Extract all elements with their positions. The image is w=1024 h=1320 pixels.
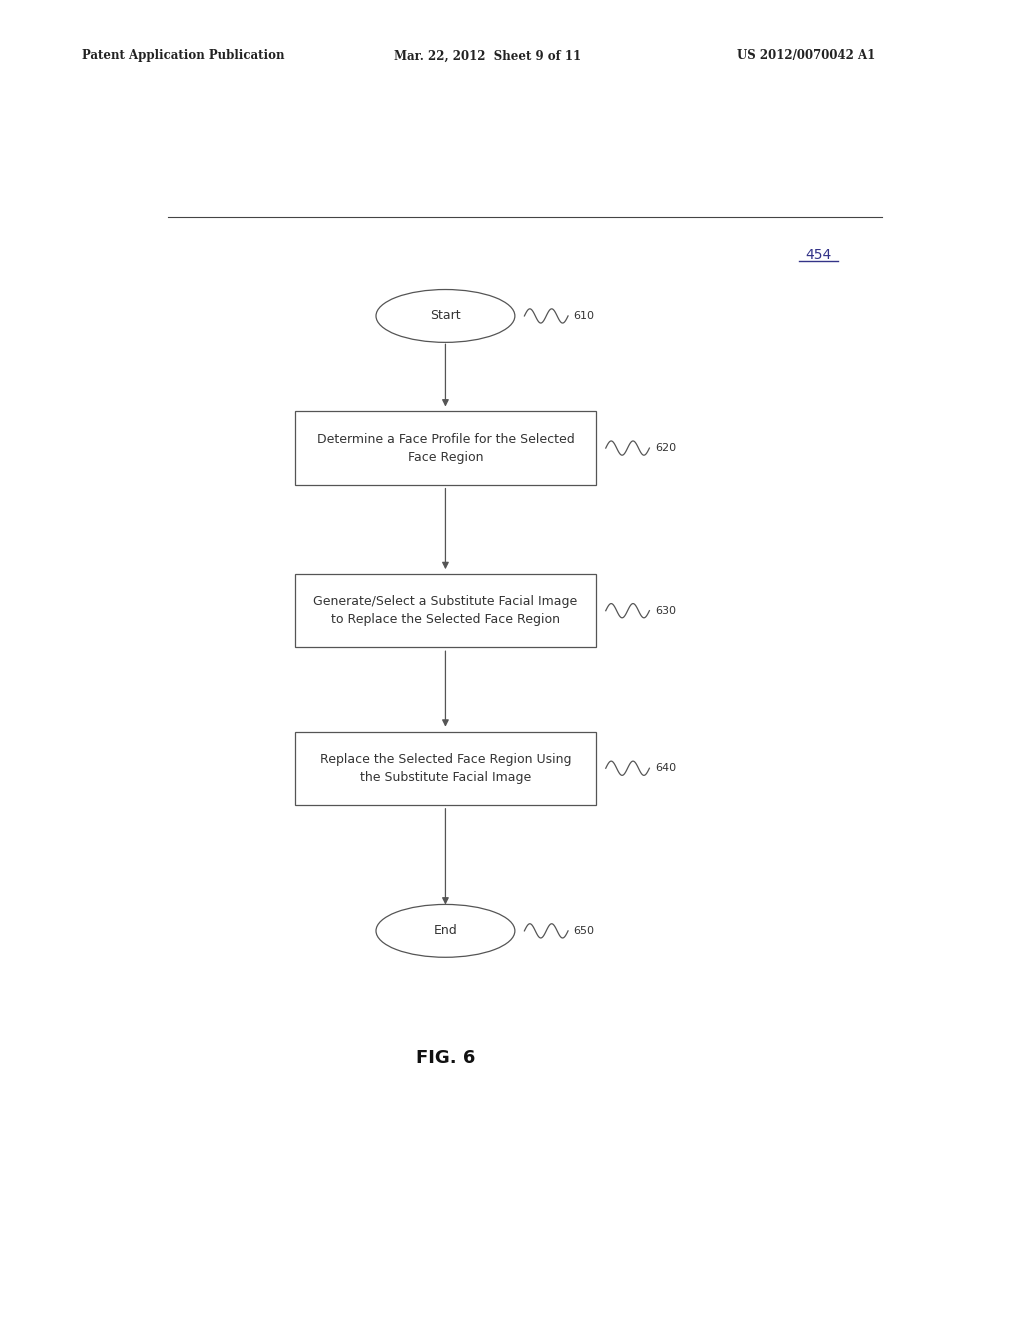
Text: 640: 640 <box>655 763 676 774</box>
Text: 610: 610 <box>573 312 595 321</box>
Text: End: End <box>433 924 458 937</box>
Text: US 2012/0070042 A1: US 2012/0070042 A1 <box>737 49 876 62</box>
Text: Mar. 22, 2012  Sheet 9 of 11: Mar. 22, 2012 Sheet 9 of 11 <box>394 49 582 62</box>
Text: Start: Start <box>430 309 461 322</box>
Text: 630: 630 <box>655 606 676 615</box>
FancyBboxPatch shape <box>295 731 596 805</box>
Text: Patent Application Publication: Patent Application Publication <box>82 49 285 62</box>
Text: 620: 620 <box>655 444 676 453</box>
Ellipse shape <box>376 289 515 342</box>
Text: 454: 454 <box>805 248 831 261</box>
Ellipse shape <box>376 904 515 957</box>
Text: FIG. 6: FIG. 6 <box>416 1049 475 1067</box>
Text: 650: 650 <box>573 925 595 936</box>
Text: Generate/Select a Substitute Facial Image
to Replace the Selected Face Region: Generate/Select a Substitute Facial Imag… <box>313 595 578 626</box>
FancyBboxPatch shape <box>295 412 596 484</box>
Text: Determine a Face Profile for the Selected
Face Region: Determine a Face Profile for the Selecte… <box>316 433 574 463</box>
Text: Replace the Selected Face Region Using
the Substitute Facial Image: Replace the Selected Face Region Using t… <box>319 752 571 784</box>
FancyBboxPatch shape <box>295 574 596 647</box>
